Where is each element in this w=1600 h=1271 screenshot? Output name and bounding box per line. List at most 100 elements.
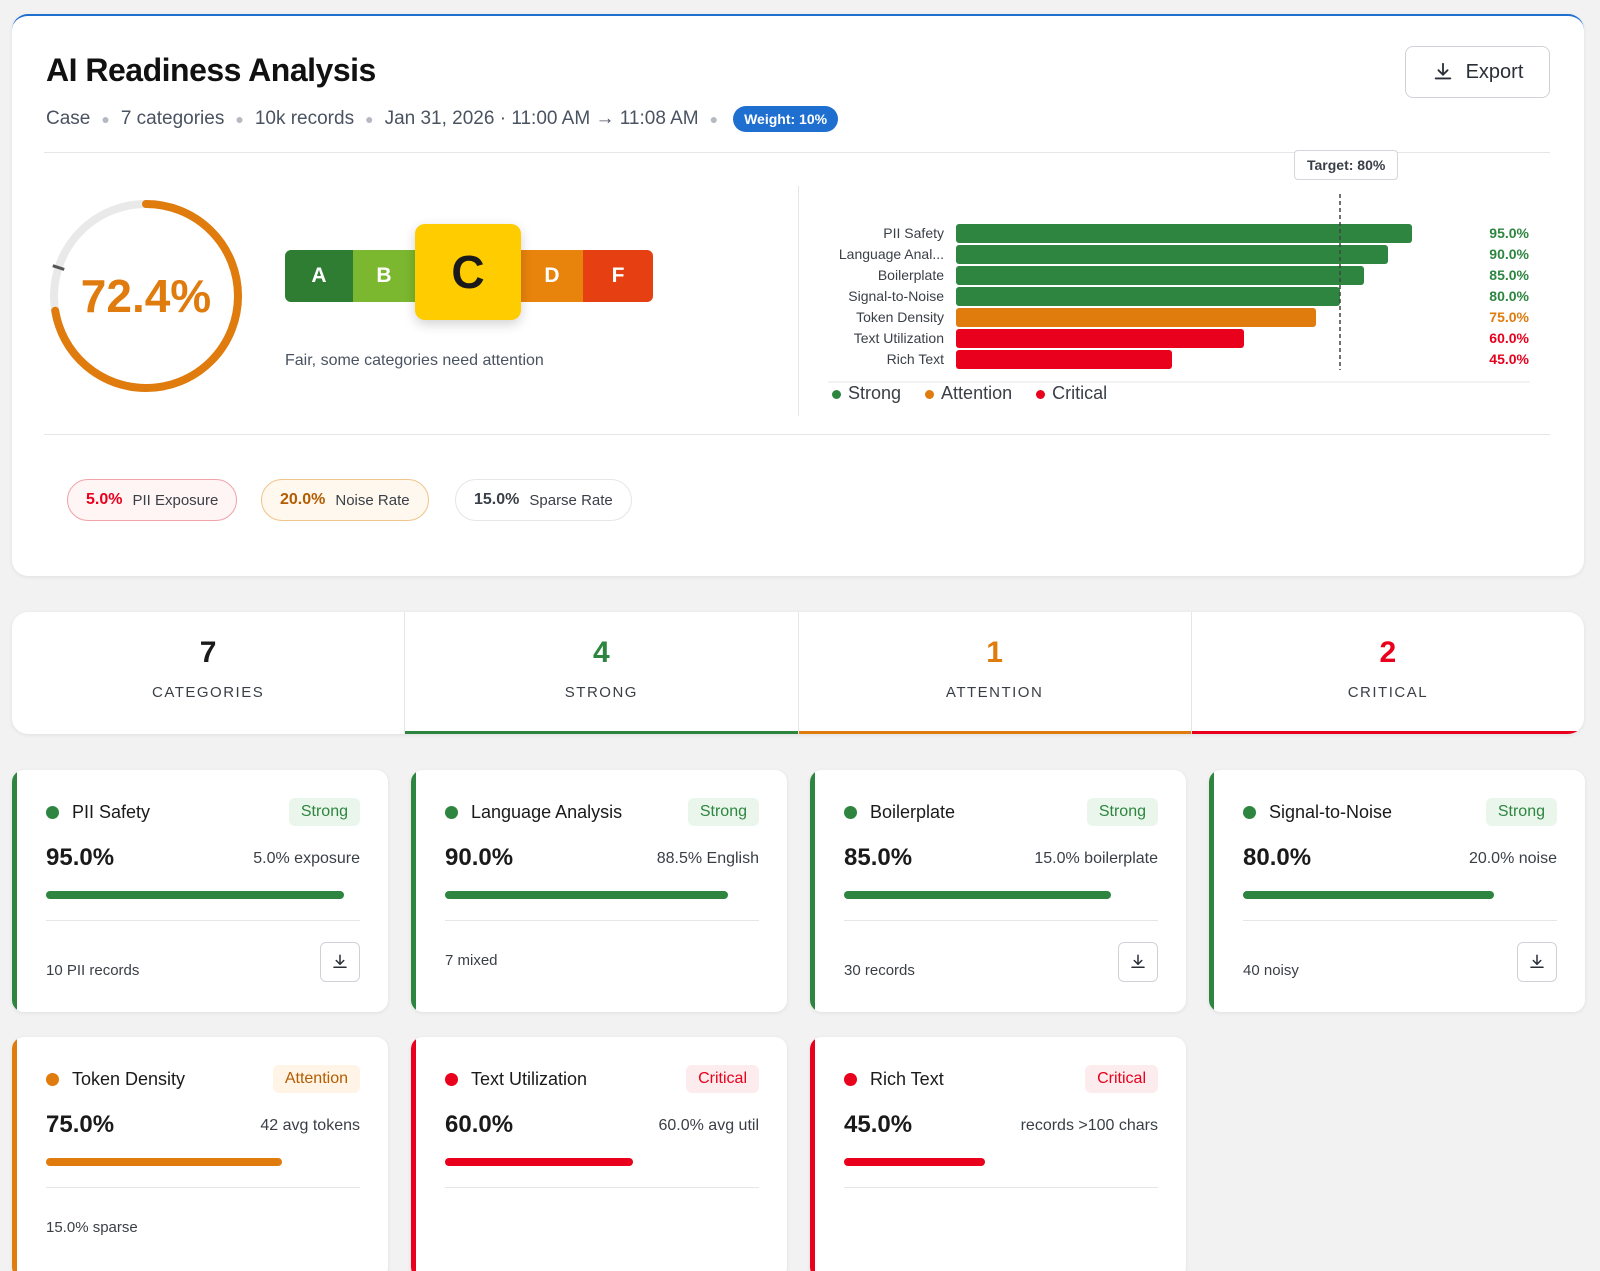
status-badge: Strong [1485, 798, 1557, 826]
status-badge: Attention [272, 1065, 360, 1093]
card-status-edge [12, 770, 17, 1012]
summary-categories: 7 CATEGORIES [12, 612, 406, 734]
card-header: PII Safety Strong [46, 798, 360, 826]
bar-value-label: 95.0% [1489, 225, 1529, 241]
meta-separator: ● [709, 111, 719, 127]
bar-strong [956, 266, 1364, 285]
score-bar-fill [46, 1158, 282, 1166]
category-metric: 5.0% exposure [253, 850, 360, 867]
card-status-edge [12, 1037, 17, 1271]
category-score: 80.0% [1243, 844, 1312, 871]
card-divider [46, 1187, 360, 1188]
card-header: Language Analysis Strong [445, 798, 759, 826]
category-name: Text Utilization [471, 1068, 588, 1089]
summary-strong: 4 STRONG [405, 612, 799, 734]
category-score: 45.0% [844, 1111, 913, 1138]
category-metric: 15.0% boilerplate [1034, 850, 1158, 867]
pill-value: 15.0% [474, 491, 520, 508]
card-status-edge [810, 1037, 815, 1271]
meta-categories: 7 categories [120, 108, 225, 129]
bar-category-label: Text Utilization [854, 330, 944, 346]
bar-value-label: 80.0% [1489, 288, 1529, 304]
status-dot [46, 1072, 59, 1086]
meta-separator: ● [235, 111, 244, 127]
status-dot [445, 1072, 458, 1086]
status-dot [46, 805, 59, 819]
bar-critical [956, 329, 1244, 348]
pill-sparse-rate: 15.0% Sparse Rate [455, 479, 632, 521]
score-bar-track [445, 891, 759, 899]
download-button[interactable] [1118, 942, 1158, 982]
summary-underline [1191, 731, 1584, 734]
category-name: Language Analysis [471, 801, 623, 822]
summary-count: 1 [986, 636, 1003, 669]
category-footer: 10 PII records [46, 962, 140, 979]
card-divider [1243, 920, 1557, 921]
status-badge: Strong [687, 798, 759, 826]
card-status-edge [810, 770, 815, 1012]
score-bar-track [844, 1158, 1158, 1166]
bar-category-label: Language Anal... [839, 246, 944, 262]
card-divider [46, 920, 360, 921]
bar-category-label: Boilerplate [878, 267, 944, 283]
legend-attention: Attention [925, 383, 1012, 404]
card-header: Rich Text Critical [844, 1065, 1158, 1093]
score-ring [50, 200, 242, 392]
pill-pii-exposure: 5.0% PII Exposure [67, 479, 238, 521]
download-button[interactable] [320, 942, 360, 982]
card-header: Signal-to-Noise Strong [1243, 798, 1557, 826]
card-header: Boilerplate Strong [844, 798, 1158, 826]
category-bar-chart: PII Safety 95.0% Language Anal... 90.0% Boil… [828, 194, 1530, 383]
legend-strong: Strong [832, 383, 901, 404]
bar-category-label: PII Safety [883, 225, 944, 241]
download-button[interactable] [1517, 942, 1557, 982]
score-bar-track [1243, 891, 1557, 899]
status-dot [1243, 805, 1256, 819]
gauge-arc [50, 200, 242, 392]
bar-value-label: 90.0% [1489, 246, 1529, 262]
meta-separator: ● [365, 111, 374, 127]
category-card: Text Utilization Critical 60.0% 60.0% avg u… [411, 1037, 787, 1271]
category-score: 90.0% [445, 844, 514, 871]
card-header: Token Density Attention [46, 1065, 360, 1093]
summary-label: CATEGORIES [152, 684, 265, 701]
category-metric: records >100 chars [1020, 1117, 1158, 1134]
export-label: Export [1465, 60, 1524, 83]
category-score: 75.0% [46, 1111, 115, 1138]
score-bar-track [46, 1158, 360, 1166]
bar-strong [956, 224, 1412, 243]
meta-timerange: Jan 31, 2026 · 11:00 AM → 11:08 AM [384, 108, 699, 129]
category-name: Token Density [72, 1068, 186, 1089]
bar-strong [956, 245, 1388, 264]
category-score: 60.0% [445, 1111, 514, 1138]
meta-records: 10k records [254, 108, 355, 129]
export-button[interactable]: Export [1405, 46, 1550, 98]
category-card: PII Safety Strong 95.0% 5.0% exposure 10 PII… [12, 770, 388, 1012]
bar-attention [956, 308, 1316, 327]
card-status-edge [1209, 770, 1214, 1012]
score-bar-fill [844, 891, 1111, 899]
weight-badge: Weight: 10% [733, 106, 839, 132]
score-bar-track [844, 891, 1158, 899]
bar-strong [956, 287, 1340, 306]
summary-label: STRONG [564, 684, 638, 701]
pill-label: Noise Rate [335, 491, 410, 509]
status-dot [844, 1072, 857, 1086]
grade-description: Fair, some categories need attention [285, 352, 544, 369]
category-score: 85.0% [844, 844, 913, 871]
download-icon [1434, 62, 1451, 80]
divider [44, 434, 1550, 435]
card-divider [844, 1187, 1158, 1188]
category-name: Boilerplate [870, 801, 956, 822]
category-name: Rich Text [870, 1068, 944, 1089]
category-metric: 88.5% English [656, 850, 759, 867]
download-icon [1131, 954, 1145, 968]
category-card: Language Analysis Strong 90.0% 88.5% Englis… [411, 770, 787, 1012]
score-bar-fill [1243, 891, 1495, 899]
bar-value-label: 85.0% [1489, 267, 1529, 283]
pill-value: 5.0% [86, 491, 123, 508]
category-name: PII Safety [72, 801, 151, 822]
summary-count: 7 [199, 636, 217, 669]
card-divider [445, 1187, 759, 1188]
